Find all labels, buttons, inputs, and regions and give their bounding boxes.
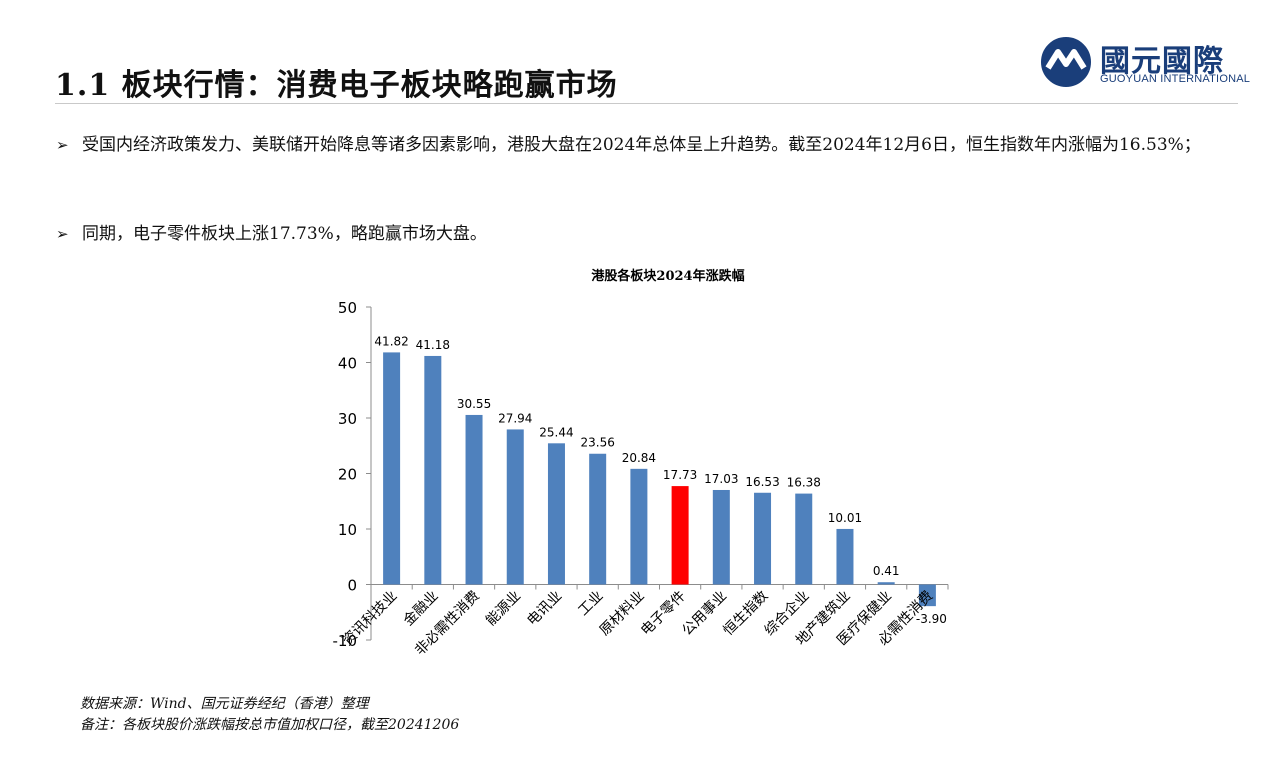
y-tick-label: 20 xyxy=(338,466,357,484)
title-divider xyxy=(55,103,1238,104)
bar-1 xyxy=(424,355,442,585)
data-label: 27.94 xyxy=(498,411,532,425)
bar-12 xyxy=(877,582,895,585)
bar-11 xyxy=(836,528,854,585)
bar-10 xyxy=(795,493,813,585)
guoyuan-logo-icon xyxy=(1039,35,1093,89)
data-label: 25.44 xyxy=(539,425,573,439)
bar-0 xyxy=(383,352,401,585)
bar-5 xyxy=(589,453,607,585)
data-label: 17.73 xyxy=(663,468,697,482)
arrow-bullet-icon: ➢ xyxy=(56,136,69,154)
x-category-label: 工业 xyxy=(575,588,606,619)
bar-6 xyxy=(630,468,648,585)
company-logo: 國元國際 GUOYUAN INTERNATIONAL xyxy=(1038,32,1250,92)
y-tick-label: 50 xyxy=(338,299,357,317)
bullet-text: 同期，电子零件板块上涨17.73%，略跑赢市场大盘。 xyxy=(82,224,487,244)
data-label: 10.01 xyxy=(828,511,862,525)
data-label: 20.84 xyxy=(622,451,656,465)
data-label: 41.82 xyxy=(374,334,408,348)
bar-3 xyxy=(506,429,524,585)
data-label: 30.55 xyxy=(457,397,491,411)
bar-4 xyxy=(547,443,565,585)
bar-9 xyxy=(754,492,772,585)
y-tick-label: -10 xyxy=(333,632,358,650)
x-category-label: 电子零件 xyxy=(638,588,689,639)
data-label: -3.90 xyxy=(916,612,947,626)
data-label: 16.53 xyxy=(745,475,779,489)
bar-13 xyxy=(918,584,936,607)
bar-2 xyxy=(465,414,483,585)
data-label: 23.56 xyxy=(580,436,614,450)
y-tick-label: 30 xyxy=(338,410,357,428)
x-category-label: 能源业 xyxy=(483,588,524,629)
y-tick-label: 40 xyxy=(338,355,357,373)
arrow-bullet-icon: ➢ xyxy=(56,225,69,243)
x-category-label: 原材料业 xyxy=(597,588,648,639)
data-label: 16.38 xyxy=(787,476,821,490)
data-label: 0.41 xyxy=(873,564,900,578)
y-tick-label: 0 xyxy=(347,577,357,595)
bar-7 xyxy=(671,486,689,585)
chart-title: 港股各板块2024年涨跌幅 xyxy=(591,268,744,284)
x-category-label: 恒生指数 xyxy=(720,588,771,639)
data-label: 41.18 xyxy=(416,338,450,352)
footnote-remark: 备注：各板块股价涨跌幅按总市值加权口径，截至20241206 xyxy=(80,717,460,733)
x-category-label: 公用事业 xyxy=(679,588,730,639)
bar-8 xyxy=(712,489,730,585)
data-label: 17.03 xyxy=(704,472,738,486)
x-category-label: 电讯业 xyxy=(524,588,565,629)
y-tick-label: 10 xyxy=(338,521,357,539)
logo-cn-text: 國元國際 xyxy=(1100,44,1224,79)
bullet-text: 受国内经济政策发力、美联储开始降息等诸多因素影响，港股大盘在2024年总体呈上升… xyxy=(82,135,1201,155)
footnote-source: 数据来源：Wind、国元证券经纪（香港）整理 xyxy=(80,696,369,712)
logo-en-text: GUOYUAN INTERNATIONAL xyxy=(1100,73,1251,85)
page-title: 1.1 板块行情：消费电子板块略跑赢市场 xyxy=(55,68,618,103)
